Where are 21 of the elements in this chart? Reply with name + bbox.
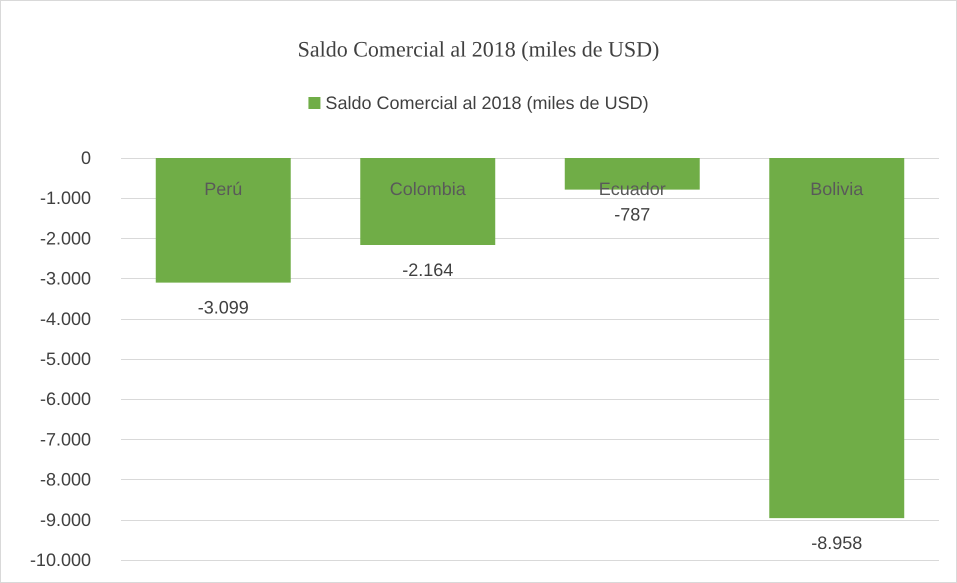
y-tick-label: -9.000	[40, 510, 91, 530]
data-label: -787	[614, 204, 650, 225]
y-tick-label: -2.000	[40, 228, 91, 248]
x-tick-label: Colombia	[390, 179, 467, 199]
x-tick-label: Perú	[204, 179, 242, 199]
y-tick-label: -7.000	[40, 429, 91, 450]
x-tick-label: Ecuador	[598, 179, 666, 199]
y-tick-label: -5.000	[40, 349, 91, 369]
y-tick-label: -4.000	[40, 308, 91, 329]
y-tick-label: -6.000	[40, 389, 91, 410]
y-tick-label: -10.000	[30, 550, 91, 570]
y-tick-label: -8.000	[40, 470, 91, 490]
y-tick-label: -3.000	[40, 268, 91, 289]
chart-title: Saldo Comercial al 2018 (miles de USD)	[298, 36, 660, 62]
legend-label: Saldo Comercial al 2018 (miles de USD)	[325, 93, 649, 113]
data-label: -3.099	[198, 298, 249, 318]
data-label: -2.164	[402, 260, 454, 280]
y-tick-label: -1.000	[40, 188, 91, 208]
x-tick-label: Bolivia	[810, 179, 864, 199]
data-label: -8.958	[811, 533, 862, 554]
y-tick-label: 0	[80, 148, 91, 168]
